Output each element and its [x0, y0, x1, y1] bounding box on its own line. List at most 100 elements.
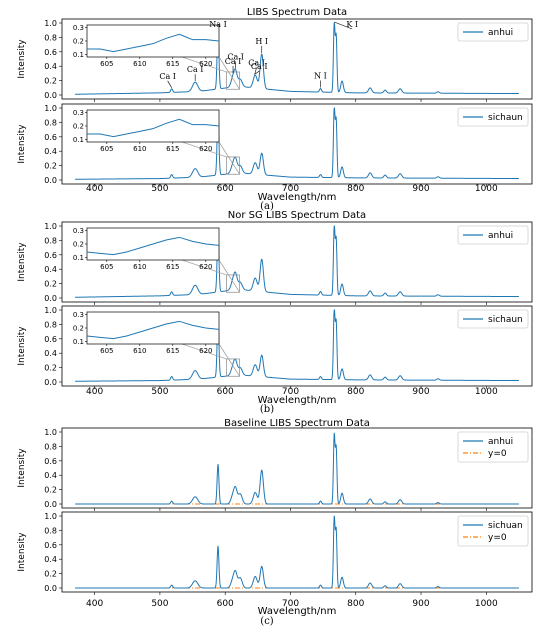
x-tick-label: 400: [86, 184, 103, 194]
inset-y-tick-label: 0.1: [73, 338, 84, 346]
peak-label: Ca I: [251, 62, 268, 71]
x-tick-label: 800: [347, 387, 364, 397]
y-axis-label: Intensity: [17, 124, 27, 164]
panel-caption: (a): [260, 201, 274, 212]
connector-line: [218, 259, 240, 293]
panel-a: LIBS Spectrum Data 0.0 0.2 0.4 0.6 0.8 1.0 Inte…: [17, 7, 533, 212]
inset-y-tick-label: 0.3: [73, 109, 84, 117]
spectrum-series: [74, 225, 520, 298]
y-axis-label: Intensity: [17, 532, 27, 572]
spectrum-series: [74, 107, 520, 180]
panel-caption: (c): [260, 616, 274, 627]
panel-c: Baseline LIBS Spectrum Data0.00.20.40.60…: [17, 418, 533, 627]
y-tick-label: 1.0: [44, 222, 57, 231]
legend: anhui: [457, 22, 529, 42]
subplot-b-2: 0.0 0.2 0.4 0.6 0.8 1.0 Intensity sichaun 0.1 0.2…: [17, 305, 533, 389]
legend: sichaun: [457, 309, 529, 329]
inset-series: [87, 118, 220, 138]
legend: anhui: [457, 225, 529, 245]
peak-label: Ca I: [248, 59, 265, 68]
y-tick-label: 0.2: [44, 364, 57, 373]
x-tick-label: 900: [412, 599, 429, 609]
peak-annotations: Ca ICa INa ICa ICa ICa ICa IH IN IK I: [159, 20, 358, 88]
y-tick-label: 0.6: [44, 335, 57, 344]
x-tick-label: 800: [347, 599, 364, 609]
x-tick-label: 500: [151, 184, 168, 194]
x-tick-label: 800: [347, 184, 364, 194]
y-tick-label: 0.2: [44, 570, 57, 579]
peak-label: K I: [346, 20, 358, 29]
inset-zoom: 0.1 0.2 0.3 605 610 615 620: [73, 227, 240, 293]
inset-y-tick-label: 0.3: [73, 311, 84, 319]
inset-x-tick-label: 620: [199, 347, 212, 355]
annotation-arrow: [254, 67, 257, 75]
x-tick-label: 600: [217, 184, 234, 194]
peak-label: Na I: [209, 20, 226, 29]
legend-label: y=0: [488, 449, 507, 459]
connector-line: [218, 56, 240, 90]
inset-x-tick-label: 615: [166, 263, 179, 271]
panel-caption: (b): [260, 404, 274, 415]
plot-frame: [61, 103, 533, 185]
y-tick-label: 0.6: [44, 251, 57, 260]
y-tick-label: 0.2: [44, 486, 57, 495]
legend-box: [457, 22, 529, 42]
y-tick-label: 0.4: [44, 471, 57, 480]
inset-y-tick-label: 0.3: [73, 24, 84, 32]
x-tick-label: 600: [217, 387, 234, 397]
y-tick-label: 1.0: [44, 306, 57, 315]
legend-label: anhui: [488, 28, 513, 38]
x-tick-label: 700: [282, 599, 299, 609]
x-axis-label: Wavelength/nm: [258, 192, 337, 203]
x-tick-label: 400: [86, 599, 103, 609]
x-tick-label: 1000: [475, 184, 498, 194]
subplot-b-1: 0.00.20.40.60.81.0Intensityanhui0.10.20.…: [17, 221, 533, 305]
inset-frame: [86, 24, 220, 58]
legend-label: sichuan: [488, 521, 523, 531]
y-tick-label: 0.6: [44, 48, 57, 57]
legend-label: anhui: [488, 437, 513, 447]
zoom-region: [226, 358, 240, 377]
zoom-region: [226, 274, 240, 293]
legend-box: [457, 225, 529, 245]
inset-y-tick-label: 0.1: [73, 136, 84, 144]
inset-x-tick-label: 620: [199, 145, 212, 153]
y-tick-label: 0.8: [44, 118, 57, 127]
y-tick-label: 0.4: [44, 555, 57, 564]
legend-box: [457, 515, 529, 547]
legend: anhui y=0: [457, 431, 529, 463]
x-tick-label: 700: [282, 184, 299, 194]
y-tick-label: 0.4: [44, 147, 57, 156]
panel-title: Baseline LIBS Spectrum Data: [224, 418, 370, 429]
y-tick-label: 0.2: [44, 280, 57, 289]
subplot-a-1: 0.00.20.40.60.81.0Intensityanhui0.10.20.…: [17, 18, 533, 102]
inset-x-tick-label: 620: [199, 60, 212, 68]
legend-label: sichaun: [488, 113, 523, 123]
y-tick-label: 0.0: [44, 500, 57, 509]
x-axis-label: Wavelength/nm: [258, 395, 337, 406]
panel-title: LIBS Spectrum Data: [247, 7, 347, 18]
peak-label: N I: [314, 71, 327, 80]
y-tick-label: 0.2: [44, 77, 57, 86]
y-tick-label: 1.0: [44, 428, 57, 437]
plot-frame: [61, 427, 533, 509]
inset-zoom: 0.1 0.2 0.3 605 610 615 620: [73, 109, 240, 175]
y-tick-label: 0.4: [44, 349, 57, 358]
inset-x-tick-label: 605: [100, 347, 113, 355]
y-tick-label: 0.0: [44, 176, 57, 185]
legend: sichuan y=0: [457, 515, 529, 547]
inset-x-tick-label: 610: [133, 263, 146, 271]
peak-label: Ca I: [187, 65, 204, 74]
plot-frame: [61, 511, 533, 593]
inset-y-tick-label: 0.2: [73, 38, 84, 46]
panel-b: Nor SG LIBS Spectrum Data 0.0 0.2 0.4 0.6 0.8…: [17, 210, 533, 415]
inset-x-tick-label: 615: [166, 60, 179, 68]
legend: sichaun: [457, 107, 529, 127]
subplot-c-1: 0.0 0.2 0.4 0.6 0.8 1.0 Intensity anhui y=0: [17, 427, 533, 511]
inset-y-tick-label: 0.3: [73, 227, 84, 235]
peak-label: H I: [255, 37, 268, 46]
y-tick-label: 0.8: [44, 442, 57, 451]
y-axis-label: Intensity: [17, 448, 27, 488]
peak-label: Ca I: [159, 72, 176, 81]
